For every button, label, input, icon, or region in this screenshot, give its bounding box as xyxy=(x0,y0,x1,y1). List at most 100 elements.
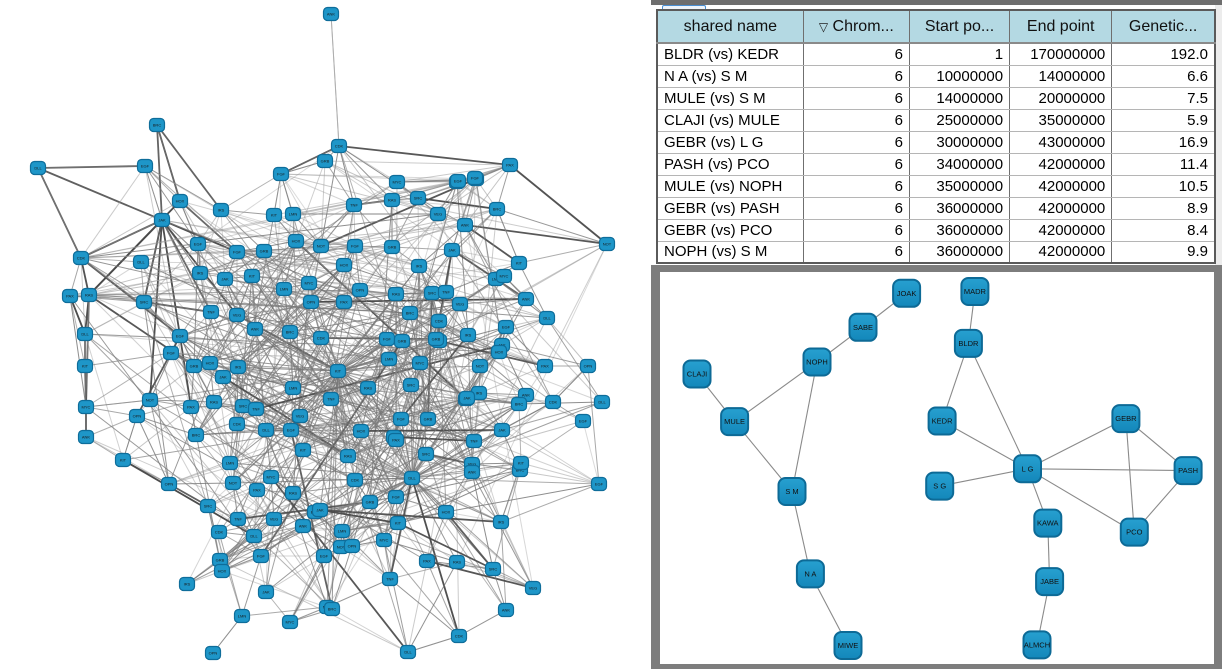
svg-text:DLL: DLL xyxy=(81,332,89,337)
svg-text:IRS: IRS xyxy=(235,365,242,370)
svg-text:RAS: RAS xyxy=(344,454,353,459)
svg-text:NOT: NOT xyxy=(337,545,346,550)
svg-text:PAX: PAX xyxy=(340,300,348,305)
svg-text:LMN: LMN xyxy=(289,212,298,217)
svg-text:GRB: GRB xyxy=(432,337,441,342)
svg-text:IRS: IRS xyxy=(184,582,191,587)
svg-text:VEG: VEG xyxy=(456,302,464,307)
svg-text:LMN: LMN xyxy=(280,287,289,292)
svg-text:JAK: JAK xyxy=(448,248,456,253)
svg-text:PASH: PASH xyxy=(1178,466,1198,475)
svg-text:HOX: HOX xyxy=(206,361,215,366)
svg-text:NOPH: NOPH xyxy=(806,358,828,367)
svg-text:DLL: DLL xyxy=(404,650,412,655)
svg-text:TNF: TNF xyxy=(386,577,394,582)
svg-text:NOT: NOT xyxy=(146,398,155,403)
svg-text:JAK: JAK xyxy=(262,590,270,595)
svg-text:IRS: IRS xyxy=(416,264,423,269)
svg-text:KIT: KIT xyxy=(82,364,89,369)
svg-text:GRB: GRB xyxy=(388,245,397,250)
svg-text:MYC: MYC xyxy=(267,475,276,480)
svg-text:NOT: NOT xyxy=(603,242,612,247)
svg-text:VEG: VEG xyxy=(233,313,241,318)
svg-text:CDK: CDK xyxy=(335,144,344,149)
svg-text:TNF: TNF xyxy=(234,517,242,522)
svg-text:IRS: IRS xyxy=(498,520,505,525)
svg-text:RAS: RAS xyxy=(289,491,298,496)
svg-text:MIWE: MIWE xyxy=(838,641,858,650)
svg-text:TNF: TNF xyxy=(207,310,215,315)
svg-text:MYC: MYC xyxy=(82,405,91,410)
svg-text:SRC: SRC xyxy=(407,383,416,388)
svg-text:SRC: SRC xyxy=(422,452,431,457)
svg-text:RAS: RAS xyxy=(364,386,373,391)
svg-text:PAX: PAX xyxy=(423,559,431,564)
svg-text:ALMCH: ALMCH xyxy=(1024,640,1050,649)
svg-text:CDK: CDK xyxy=(317,336,326,341)
svg-text:CLAJI: CLAJI xyxy=(687,370,707,379)
svg-text:BRC: BRC xyxy=(153,123,162,128)
svg-text:JAK: JAK xyxy=(158,218,166,223)
svg-text:MYC: MYC xyxy=(500,274,509,279)
svg-text:ANK: ANK xyxy=(299,524,308,529)
svg-text:NOT: NOT xyxy=(229,481,238,486)
svg-text:PAX: PAX xyxy=(506,163,514,168)
svg-text:PAX: PAX xyxy=(253,488,261,493)
svg-text:HOX: HOX xyxy=(442,510,451,515)
svg-text:SRC: SRC xyxy=(140,300,149,305)
svg-text:BRC: BRC xyxy=(515,402,524,407)
svg-text:OPN: OPN xyxy=(584,364,593,369)
svg-text:SRC: SRC xyxy=(414,196,423,201)
svg-text:BRC: BRC xyxy=(286,330,295,335)
svg-text:L G: L G xyxy=(1022,464,1034,473)
svg-text:TNF: TNF xyxy=(327,397,335,402)
svg-text:FGF: FGF xyxy=(383,337,392,342)
svg-text:IRS: IRS xyxy=(197,271,204,276)
svg-text:JAK: JAK xyxy=(221,277,229,282)
svg-text:OPN: OPN xyxy=(165,482,174,487)
svg-text:TNF: TNF xyxy=(350,203,358,208)
svg-text:JOAK: JOAK xyxy=(897,289,917,298)
svg-text:NOT: NOT xyxy=(476,364,485,369)
svg-text:FGF: FGF xyxy=(167,351,176,356)
svg-text:KIT: KIT xyxy=(518,461,525,466)
svg-text:LMN: LMN xyxy=(385,357,394,362)
svg-text:BRC: BRC xyxy=(192,433,201,438)
svg-text:TNF: TNF xyxy=(470,439,478,444)
svg-text:CDK: CDK xyxy=(435,319,444,324)
svg-text:ANK: ANK xyxy=(502,608,511,613)
svg-text:FGF: FGF xyxy=(257,554,266,559)
svg-text:SABE: SABE xyxy=(853,323,873,332)
svg-text:CDK: CDK xyxy=(77,256,86,261)
svg-text:KIT: KIT xyxy=(516,261,523,266)
svg-text:GRB: GRB xyxy=(190,364,199,369)
svg-text:PAX: PAX xyxy=(187,405,195,410)
svg-text:VEG: VEG xyxy=(529,586,537,591)
svg-text:S G: S G xyxy=(933,482,946,491)
svg-text:SRC: SRC xyxy=(239,404,248,409)
svg-text:KIT: KIT xyxy=(249,274,256,279)
svg-text:GRB: GRB xyxy=(366,500,375,505)
svg-text:ANK: ANK xyxy=(327,12,336,17)
svg-text:GRB: GRB xyxy=(424,417,433,422)
svg-text:CDK: CDK xyxy=(233,422,242,427)
svg-text:DLL: DLL xyxy=(262,428,270,433)
svg-text:VEG: VEG xyxy=(434,212,442,217)
svg-text:LMN: LMN xyxy=(338,529,347,534)
svg-text:FGF: FGF xyxy=(233,250,242,255)
svg-text:HOX: HOX xyxy=(357,429,366,434)
svg-text:EGF: EGF xyxy=(595,482,604,487)
svg-text:DLL: DLL xyxy=(408,476,416,481)
svg-text:JAK: JAK xyxy=(463,396,471,401)
svg-text:LMN: LMN xyxy=(238,614,247,619)
svg-text:FGF: FGF xyxy=(277,172,286,177)
svg-text:DLL: DLL xyxy=(250,534,258,539)
svg-text:EGF: EGF xyxy=(502,325,511,330)
svg-text:MYC: MYC xyxy=(416,361,425,366)
svg-text:FGF: FGF xyxy=(392,495,401,500)
svg-text:KAWA: KAWA xyxy=(1037,519,1059,528)
svg-text:S M: S M xyxy=(785,487,798,496)
svg-text:FGF: FGF xyxy=(397,417,406,422)
svg-text:CDK: CDK xyxy=(455,634,464,639)
svg-text:JAK: JAK xyxy=(219,375,227,380)
